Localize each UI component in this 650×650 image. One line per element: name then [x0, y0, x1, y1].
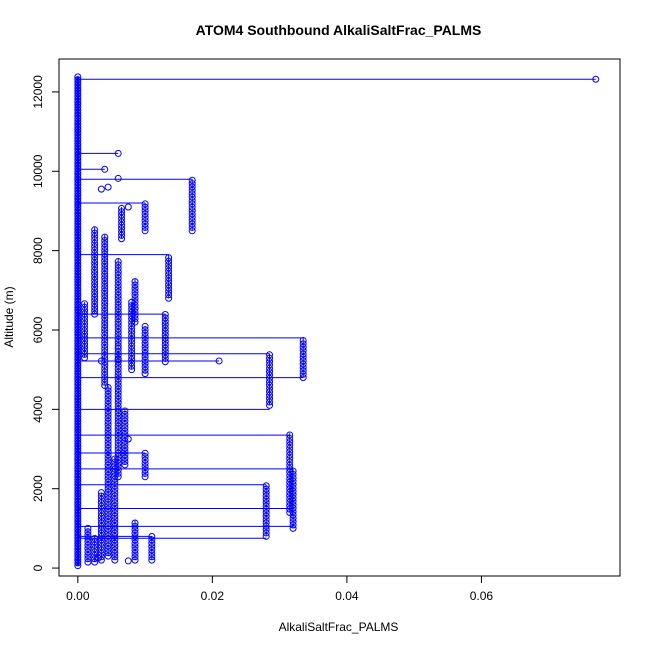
data-point [124, 435, 132, 443]
data-point [592, 75, 600, 83]
x-tick-label: 0.04 [335, 589, 359, 603]
data-point [104, 183, 112, 191]
chart-title: ATOM4 Southbound AlkaliSaltFrac_PALMS [196, 22, 482, 38]
data-point [101, 165, 109, 173]
y-tick-label: 6000 [31, 316, 45, 343]
y-axis: 0 2000 4000 6000 8000 10000 12000 [31, 75, 60, 571]
data-point [114, 149, 122, 157]
plot-marks [74, 73, 600, 570]
data-point [97, 357, 105, 365]
y-tick-label: 2000 [31, 475, 45, 502]
y-tick-label: 10000 [31, 154, 45, 188]
data-point [124, 203, 132, 211]
x-axis: 0.00 0.02 0.04 0.06 [66, 575, 494, 603]
y-tick-label: 12000 [31, 75, 45, 109]
y-axis-label: Altitude (m) [2, 286, 16, 347]
data-point [124, 557, 132, 565]
x-tick-label: 0.06 [470, 589, 494, 603]
data-point [114, 356, 122, 364]
y-tick-label: 0 [31, 564, 45, 571]
plot-frame [58, 58, 621, 577]
x-tick-label: 0.00 [66, 589, 90, 603]
x-axis-label: AlkaliSaltFrac_PALMS [279, 620, 399, 634]
data-point [97, 185, 105, 193]
y-tick-label: 8000 [31, 237, 45, 264]
data-point [114, 174, 122, 182]
data-point [215, 357, 223, 365]
x-tick-label: 0.02 [201, 589, 225, 603]
data-point [94, 554, 102, 562]
y-tick-label: 4000 [31, 396, 45, 423]
